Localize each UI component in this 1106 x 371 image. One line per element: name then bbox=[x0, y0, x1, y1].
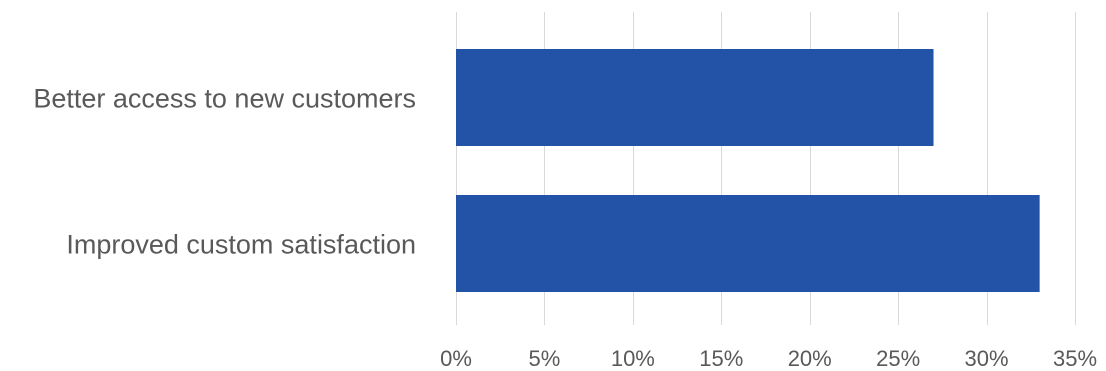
category-label-0: Better access to new customers bbox=[33, 84, 416, 114]
x-tick-label-4: 20% bbox=[788, 346, 832, 371]
x-tick-label-5: 25% bbox=[876, 346, 920, 371]
x-tick-label-0: 0% bbox=[440, 346, 472, 371]
bar-1 bbox=[456, 195, 1040, 292]
x-tick-label-1: 5% bbox=[529, 346, 561, 371]
x-tick-label-2: 10% bbox=[611, 346, 655, 371]
category-labels: Better access to new customers Improved c… bbox=[33, 84, 416, 260]
x-tick-label-6: 30% bbox=[965, 346, 1009, 371]
category-label-1: Improved custom satisfaction bbox=[66, 230, 416, 260]
bar-0 bbox=[456, 49, 934, 146]
x-tick-label-7: 35% bbox=[1053, 346, 1097, 371]
bars bbox=[456, 49, 1040, 292]
x-axis-tick-labels: 0% 5% 10% 15% 20% 25% 30% 35% bbox=[440, 346, 1097, 371]
x-tick-label-3: 15% bbox=[699, 346, 743, 371]
